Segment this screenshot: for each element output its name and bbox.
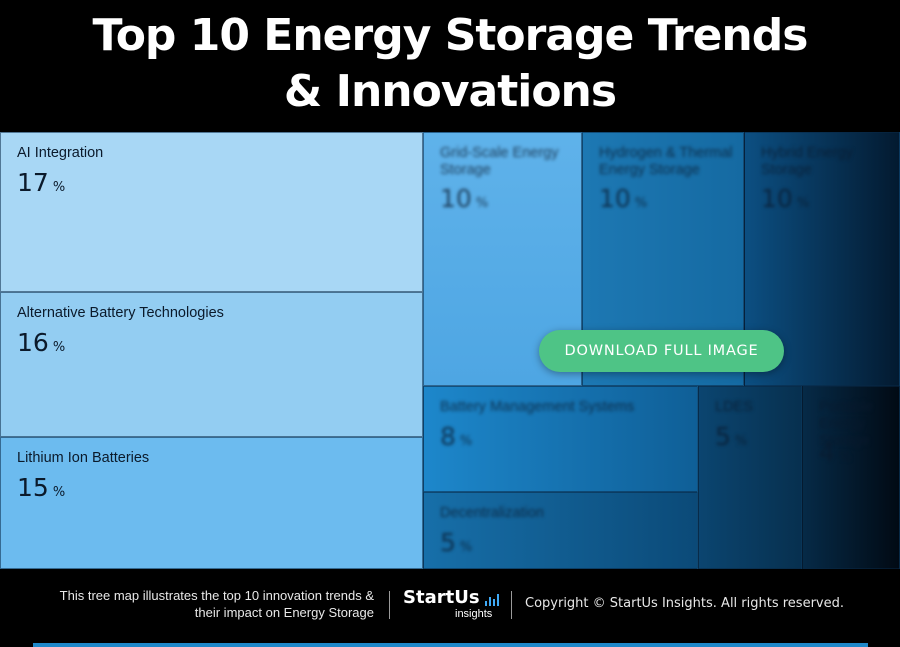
tile-value: 5% (715, 422, 748, 451)
tile-label: Hybrid Energy Storage (761, 145, 853, 178)
accent-bar (33, 643, 868, 647)
footer-description-line-2: their impact on Energy Storage (194, 605, 374, 620)
footer: This tree map illustrates the top 10 inn… (0, 569, 900, 647)
footer-divider-right (511, 591, 512, 619)
treemap-tile-battery-management-systems: Battery Management Systems 8% (423, 386, 698, 492)
tile-value: 16% (17, 328, 66, 357)
title-line-1: Top 10 Energy Storage Trends (92, 10, 809, 61)
treemap-tile-ai-integration: AI Integration 17% (0, 132, 423, 292)
logo-subtitle: insights (455, 608, 493, 620)
tile-label: Decentralization (440, 505, 544, 521)
logo-wordmark: StartUs (403, 587, 480, 608)
tile-label: Grid-Scale Energy Storage (440, 145, 559, 178)
tile-value: 10% (599, 184, 648, 213)
tile-label: Battery Management Systems (440, 399, 635, 415)
treemap-tile-portable-energy-storage: Portable Energy Storage 4% (802, 386, 900, 569)
treemap-tile-decentralization: Decentralization 5% (423, 492, 698, 569)
treemap-tile-alternative-battery-technologies: Alternative Battery Technologies 16% (0, 292, 423, 437)
bar-chart-icon (485, 592, 499, 606)
footer-description-line-1: This tree map illustrates the top 10 inn… (59, 588, 374, 603)
tile-label: AI Integration (17, 145, 104, 161)
tile-value: 8% (440, 422, 473, 451)
tile-label: Lithium Ion Batteries (17, 450, 150, 466)
footer-divider-left (389, 591, 390, 619)
copyright-text: Copyright © StartUs Insights. All rights… (525, 596, 844, 611)
page-title: Top 10 Energy Storage Trends & Innovatio… (0, 8, 900, 120)
tile-value: 15% (17, 473, 66, 502)
tile-label: Alternative Battery Technologies (17, 305, 224, 321)
tile-value: 10% (440, 184, 489, 213)
tile-label: Portable Energy Storage (819, 399, 874, 449)
startus-insights-logo[interactable]: StartUs insights (403, 588, 499, 620)
tile-value: 10% (761, 184, 810, 213)
tile-value: 17% (17, 168, 66, 197)
tile-value: 4% (819, 438, 852, 467)
treemap-tile-lithium-ion-batteries: Lithium Ion Batteries 15% (0, 437, 423, 569)
tile-value: 5% (440, 528, 473, 557)
tile-label: LDES (715, 399, 753, 415)
title-line-2: & Innovations (283, 66, 617, 117)
treemap-tile-ldes: LDES 5% (698, 386, 802, 569)
download-full-image-button[interactable]: DOWNLOAD FULL IMAGE (539, 330, 784, 372)
footer-description: This tree map illustrates the top 10 inn… (14, 587, 374, 621)
tile-label: Hydrogen & Thermal Energy Storage (599, 145, 733, 178)
